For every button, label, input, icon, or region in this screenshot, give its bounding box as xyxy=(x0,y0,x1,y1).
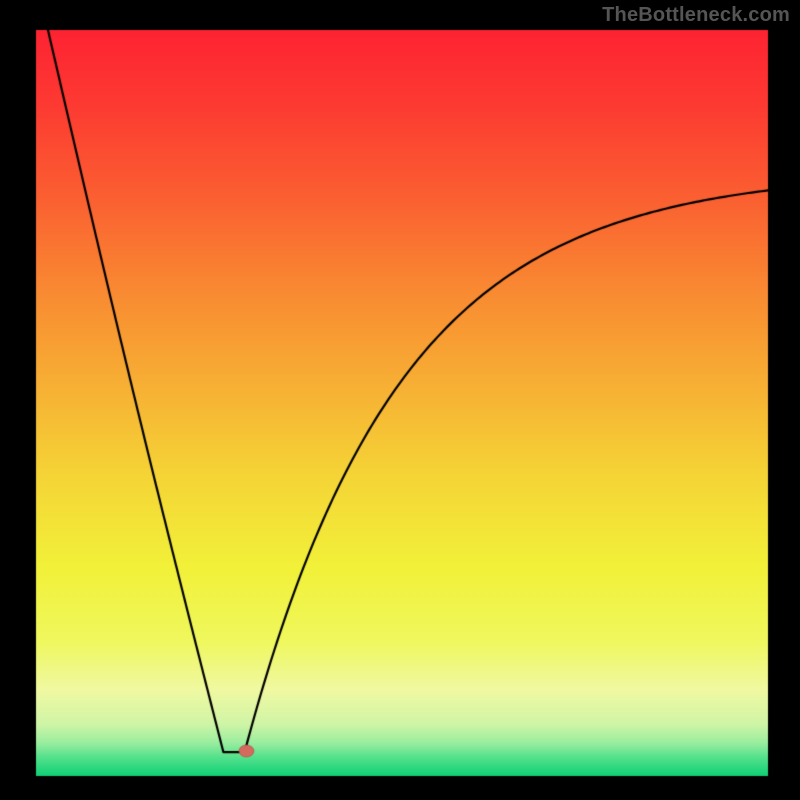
bottleneck-chart-canvas xyxy=(0,0,800,800)
watermark-label: TheBottleneck.com xyxy=(602,4,790,27)
